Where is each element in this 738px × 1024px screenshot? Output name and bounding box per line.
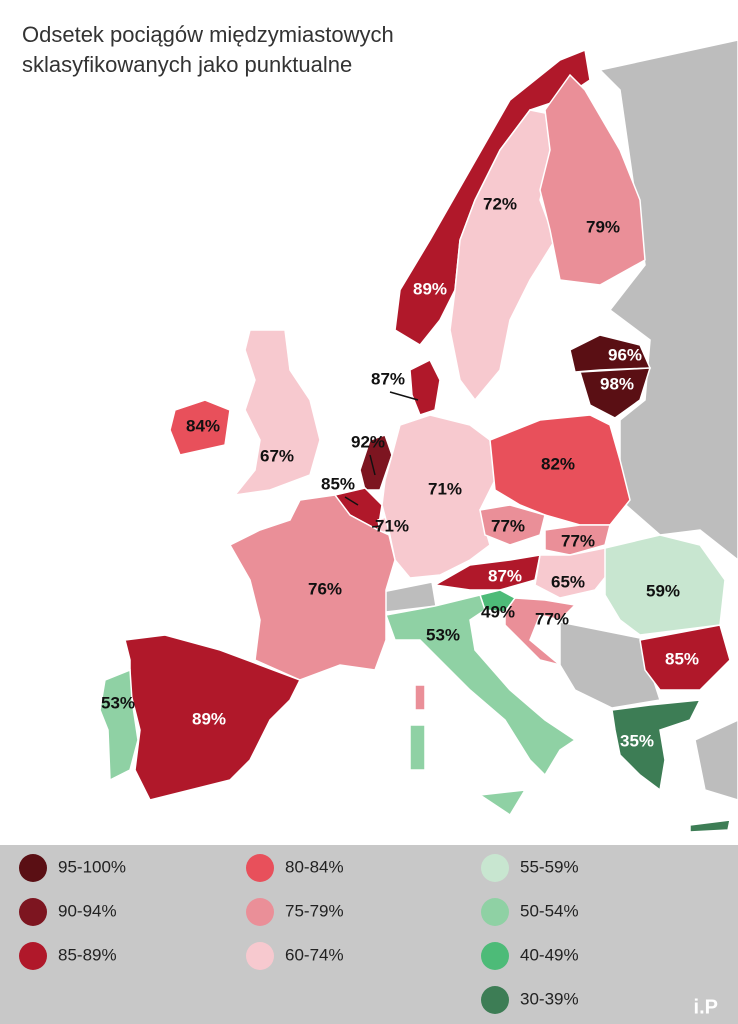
legend-swatch [246,898,274,926]
region-label: 77% [535,609,569,628]
region-label: 35% [620,731,654,750]
region-label: 87% [488,566,522,585]
ireland [169,399,231,456]
legend-swatch [246,854,274,882]
region-label: 85% [665,649,699,668]
legend-swatch [481,942,509,970]
czechia [479,504,546,546]
poland [489,414,631,526]
region-label: 71% [375,516,409,535]
legend-label: 40-49% [520,945,579,964]
portugal [99,668,139,782]
legend-swatch [19,898,47,926]
legend-swatch [481,986,509,1014]
region-label: 49% [481,602,515,621]
legend-background [0,845,738,1024]
legend-label: 85-89% [58,945,117,964]
region-label: 85% [321,474,355,493]
legend-swatch [481,898,509,926]
region-label: 89% [413,279,447,298]
legend-label: 30-39% [520,989,579,1008]
region-label: 82% [541,454,575,473]
finland [539,73,646,286]
legend-swatch [19,854,47,882]
region-label: 71% [428,479,462,498]
countries [99,48,731,833]
legend-swatch [481,854,509,882]
region-label: 53% [426,625,460,644]
non-covered-land [381,39,738,801]
italy [384,594,577,817]
logo: i.P [694,996,718,1018]
lithuania [579,367,652,419]
legend-label: 90-94% [58,901,117,920]
legend-label: 50-54% [520,901,579,920]
region-label: 53% [101,693,135,712]
region-label: 79% [586,217,620,236]
region-label: 76% [308,579,342,598]
legend-label: 80-84% [285,857,344,876]
region-labels: 89% 72% 79% 96% 98% 87% 84% 67% 92% 85% … [101,194,699,750]
region-label: 65% [551,572,585,591]
region-label: 59% [646,581,680,600]
slovakia [544,524,611,556]
region-label: 72% [483,194,517,213]
denmark [409,358,441,416]
legend: 95-100% 90-94% 85-89% 80-84% 75-79% 60-74% 55-… [19,854,579,1014]
region-label: 67% [260,446,294,465]
legend-label: 95-100% [58,857,126,876]
leader-lines [344,391,419,528]
croatia [504,597,577,666]
bulgaria [639,624,731,691]
title-line: Odsetek pociągów międzymiastowych [22,22,394,47]
region-label: 84% [186,416,220,435]
legend-swatch [246,942,274,970]
title-line: sklasyfikowanych jako punktualne [22,52,352,77]
region-label: 98% [600,374,634,393]
greece [611,699,731,833]
legend-label: 55-59% [520,857,579,876]
legend-label: 60-74% [285,945,344,964]
romania [604,534,726,636]
region-label: 87% [371,369,405,388]
legend-label: 75-79% [285,901,344,920]
legend-swatch [19,942,47,970]
united-kingdom [233,329,321,497]
germany [381,414,496,579]
region-label: 77% [561,531,595,550]
region-label: 77% [491,516,525,535]
spain [124,634,302,801]
region-label: 92% [351,432,385,451]
region-label: 89% [192,709,226,728]
region-label: 96% [608,345,642,364]
